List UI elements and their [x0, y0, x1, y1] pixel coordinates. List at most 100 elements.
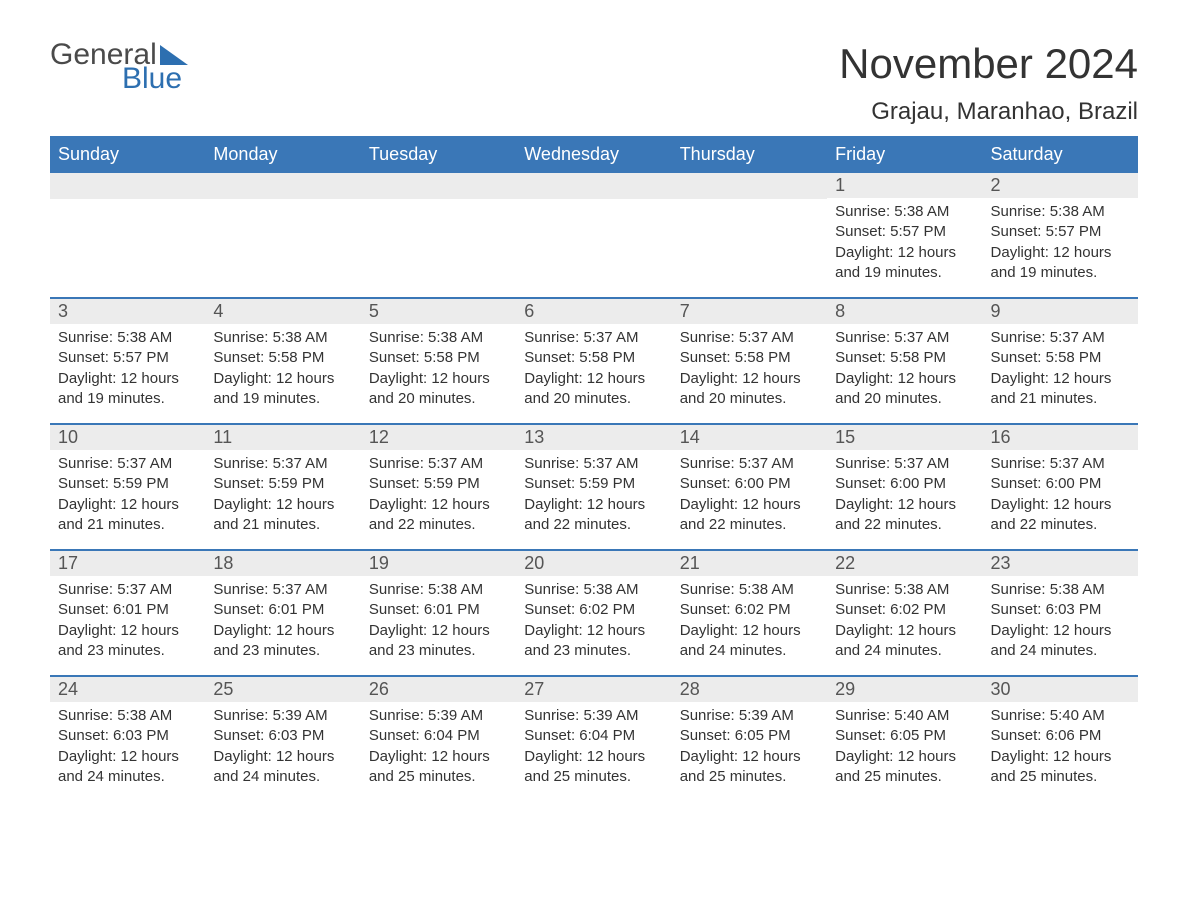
day-details: Sunrise: 5:39 AMSunset: 6:04 PMDaylight:… [516, 706, 671, 787]
day-cell: 15Sunrise: 5:37 AMSunset: 6:00 PMDayligh… [827, 425, 982, 549]
sunrise-line: Sunrise: 5:38 AM [58, 328, 197, 348]
sunrise-line: Sunrise: 5:37 AM [524, 454, 663, 474]
day-number: 27 [516, 677, 671, 702]
sunset-line: Sunset: 5:58 PM [369, 348, 508, 368]
week-row: 10Sunrise: 5:37 AMSunset: 5:59 PMDayligh… [50, 423, 1138, 549]
day-cell: 14Sunrise: 5:37 AMSunset: 6:00 PMDayligh… [672, 425, 827, 549]
day-cell: 7Sunrise: 5:37 AMSunset: 5:58 PMDaylight… [672, 299, 827, 423]
daylight-line-1: Daylight: 12 hours [524, 747, 663, 767]
title-block: November 2024 Grajau, Maranhao, Brazil [839, 40, 1138, 126]
daylight-line-1: Daylight: 12 hours [991, 369, 1130, 389]
daylight-line-1: Daylight: 12 hours [524, 369, 663, 389]
day-cell: 3Sunrise: 5:38 AMSunset: 5:57 PMDaylight… [50, 299, 205, 423]
daylight-line-2: and 23 minutes. [213, 641, 352, 661]
daylight-line-2: and 22 minutes. [991, 515, 1130, 535]
sunset-line: Sunset: 6:03 PM [213, 726, 352, 746]
day-cell [672, 173, 827, 297]
daylight-line-2: and 22 minutes. [680, 515, 819, 535]
day-details: Sunrise: 5:37 AMSunset: 6:00 PMDaylight:… [983, 454, 1138, 535]
day-number: 5 [361, 299, 516, 324]
daylight-line-2: and 23 minutes. [369, 641, 508, 661]
day-cell: 22 Sunrise: 5:38 AMSunset: 6:02 PMDayligh… [827, 551, 982, 675]
daylight-line-1: Daylight: 12 hours [213, 369, 352, 389]
day-details: Sunrise: 5:39 AMSunset: 6:03 PMDaylight:… [205, 706, 360, 787]
daylight-line-2: and 25 minutes. [991, 767, 1130, 787]
day-number: 20 [516, 551, 671, 576]
daylight-line-1: Daylight: 12 hours [369, 747, 508, 767]
day-cell [205, 173, 360, 297]
day-cell: 28Sunrise: 5:39 AMSunset: 6:05 PMDayligh… [672, 677, 827, 801]
sunset-line: Sunset: 6:00 PM [680, 474, 819, 494]
sunset-line: Sunset: 6:05 PM [680, 726, 819, 746]
sunrise-line: Sunrise: 5:38 AM [991, 202, 1130, 222]
daylight-line-2: and 19 minutes. [213, 389, 352, 409]
sunset-line: Sunset: 5:58 PM [991, 348, 1130, 368]
sunrise-line: Sunrise: 5:37 AM [680, 454, 819, 474]
daylight-line-2: and 24 minutes. [680, 641, 819, 661]
sunset-line: Sunset: 5:57 PM [835, 222, 974, 242]
sunset-line: Sunset: 6:06 PM [991, 726, 1130, 746]
brand-logo: General Blue [50, 40, 188, 94]
daylight-line-1: Daylight: 12 hours [58, 369, 197, 389]
day-number: 9 [983, 299, 1138, 324]
sunrise-line: Sunrise: 5:38 AM [991, 580, 1130, 600]
day-details: Sunrise: 5:37 AMSunset: 6:01 PMDaylight:… [205, 580, 360, 661]
sunset-line: Sunset: 6:00 PM [991, 474, 1130, 494]
day-number [50, 173, 205, 199]
sunset-line: Sunset: 6:03 PM [58, 726, 197, 746]
dow-tuesday: Tuesday [361, 138, 516, 171]
day-details: Sunrise: 5:37 AMSunset: 5:59 PMDaylight:… [361, 454, 516, 535]
day-number: 7 [672, 299, 827, 324]
daylight-line-2: and 22 minutes. [369, 515, 508, 535]
sunrise-line: Sunrise: 5:37 AM [213, 580, 352, 600]
day-cell: 9 Sunrise: 5:37 AMSunset: 5:58 PMDaylight… [983, 299, 1138, 423]
day-number: 23 [983, 551, 1138, 576]
sunrise-line: Sunrise: 5:37 AM [213, 454, 352, 474]
day-number: 3 [50, 299, 205, 324]
sunrise-line: Sunrise: 5:37 AM [369, 454, 508, 474]
daylight-line-2: and 24 minutes. [58, 767, 197, 787]
day-details: Sunrise: 5:38 AMSunset: 6:03 PMDaylight:… [983, 580, 1138, 661]
day-of-week-header: Sunday Monday Tuesday Wednesday Thursday… [50, 136, 1138, 171]
daylight-line-2: and 22 minutes. [524, 515, 663, 535]
day-number: 25 [205, 677, 360, 702]
sunset-line: Sunset: 5:59 PM [58, 474, 197, 494]
sunset-line: Sunset: 6:03 PM [991, 600, 1130, 620]
day-cell: 4Sunrise: 5:38 AMSunset: 5:58 PMDaylight… [205, 299, 360, 423]
day-cell [50, 173, 205, 297]
sunrise-line: Sunrise: 5:40 AM [991, 706, 1130, 726]
sunrise-line: Sunrise: 5:38 AM [369, 580, 508, 600]
day-number: 16 [983, 425, 1138, 450]
sunset-line: Sunset: 6:01 PM [213, 600, 352, 620]
day-cell: 26Sunrise: 5:39 AMSunset: 6:04 PMDayligh… [361, 677, 516, 801]
daylight-line-2: and 24 minutes. [213, 767, 352, 787]
day-cell: 2Sunrise: 5:38 AMSunset: 5:57 PMDaylight… [983, 173, 1138, 297]
day-cell: 8Sunrise: 5:37 AMSunset: 5:58 PMDaylight… [827, 299, 982, 423]
sunrise-line: Sunrise: 5:38 AM [369, 328, 508, 348]
day-cell: 24Sunrise: 5:38 AMSunset: 6:03 PMDayligh… [50, 677, 205, 801]
day-number: 15 [827, 425, 982, 450]
dow-friday: Friday [827, 138, 982, 171]
day-number [672, 173, 827, 199]
daylight-line-1: Daylight: 12 hours [835, 495, 974, 515]
daylight-line-1: Daylight: 12 hours [58, 747, 197, 767]
daylight-line-2: and 21 minutes. [213, 515, 352, 535]
day-cell: 20Sunrise: 5:38 AMSunset: 6:02 PMDayligh… [516, 551, 671, 675]
day-details: Sunrise: 5:40 AMSunset: 6:06 PMDaylight:… [983, 706, 1138, 787]
day-number: 6 [516, 299, 671, 324]
day-number: 29 [827, 677, 982, 702]
sunset-line: Sunset: 6:00 PM [835, 474, 974, 494]
day-details: Sunrise: 5:38 AMSunset: 5:57 PMDaylight:… [827, 202, 982, 283]
daylight-line-2: and 20 minutes. [369, 389, 508, 409]
day-details: Sunrise: 5:38 AMSunset: 6:02 PMDaylight:… [827, 580, 982, 661]
page-title: November 2024 [839, 40, 1138, 88]
daylight-line-1: Daylight: 12 hours [369, 369, 508, 389]
sunset-line: Sunset: 5:58 PM [213, 348, 352, 368]
sunrise-line: Sunrise: 5:38 AM [58, 706, 197, 726]
sunrise-line: Sunrise: 5:37 AM [991, 328, 1130, 348]
day-number: 22 [827, 551, 982, 576]
daylight-line-1: Daylight: 12 hours [991, 747, 1130, 767]
daylight-line-2: and 20 minutes. [835, 389, 974, 409]
daylight-line-2: and 20 minutes. [524, 389, 663, 409]
day-cell: 13Sunrise: 5:37 AMSunset: 5:59 PMDayligh… [516, 425, 671, 549]
